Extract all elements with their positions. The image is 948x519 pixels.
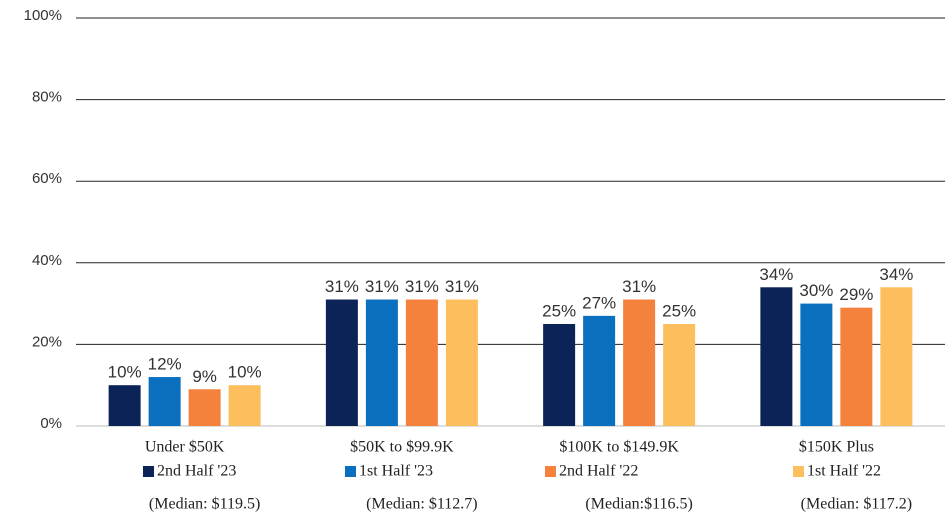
legend-swatch — [345, 466, 356, 477]
y-tick-label: 100% — [24, 7, 62, 24]
x-tick-label: $100K to $149.9K — [559, 439, 679, 456]
bar — [840, 307, 873, 426]
legend-swatch — [545, 466, 556, 477]
data-label: 31% — [365, 277, 399, 296]
data-label: 34% — [759, 265, 793, 284]
bar — [543, 324, 576, 426]
data-label: 9% — [192, 367, 217, 386]
bar — [108, 385, 141, 426]
bar — [583, 315, 616, 426]
legend-label: 2nd Half '23 — [157, 463, 236, 480]
data-label: 27% — [582, 293, 616, 312]
bar — [325, 299, 358, 426]
bar — [365, 299, 398, 426]
legend-label: 1st Half '23 — [359, 463, 433, 480]
data-label: 31% — [622, 277, 656, 296]
data-label: 10% — [228, 363, 262, 382]
bar — [188, 389, 221, 426]
bar — [663, 324, 696, 426]
bar — [445, 299, 478, 426]
x-tick-label: $150K Plus — [799, 439, 874, 456]
bar — [405, 299, 438, 426]
legend-swatch — [793, 466, 804, 477]
data-label: 29% — [839, 285, 873, 304]
y-tick-label: 80% — [32, 89, 62, 106]
legend-label: 2nd Half '22 — [559, 463, 638, 480]
x-tick-label: $50K to $99.9K — [350, 439, 454, 456]
annotation: (Median: $112.7) — [366, 496, 477, 513]
y-tick-label: 40% — [32, 252, 62, 269]
data-label: 30% — [799, 281, 833, 300]
bar — [623, 299, 656, 426]
y-tick-label: 0% — [40, 415, 62, 432]
data-label: 10% — [108, 363, 142, 382]
y-tick-label: 60% — [32, 170, 62, 187]
data-label: 31% — [445, 277, 479, 296]
bar — [880, 287, 913, 426]
data-label: 25% — [662, 301, 696, 320]
data-label: 25% — [542, 301, 576, 320]
data-label: 31% — [325, 277, 359, 296]
bar — [228, 385, 261, 426]
legend-swatch — [143, 466, 154, 477]
y-tick-label: 20% — [32, 333, 62, 350]
bar — [760, 287, 793, 426]
annotation: (Median:$116.5) — [585, 496, 692, 513]
bar — [148, 377, 181, 426]
bar — [800, 303, 833, 426]
data-label: 12% — [148, 355, 182, 374]
x-tick-label: Under $50K — [145, 439, 225, 456]
legend-label: 1st Half '22 — [807, 463, 881, 480]
data-label: 34% — [879, 265, 913, 284]
annotation: (Median: $119.5) — [149, 496, 260, 513]
data-label: 31% — [405, 277, 439, 296]
annotation: (Median: $117.2) — [801, 496, 912, 513]
